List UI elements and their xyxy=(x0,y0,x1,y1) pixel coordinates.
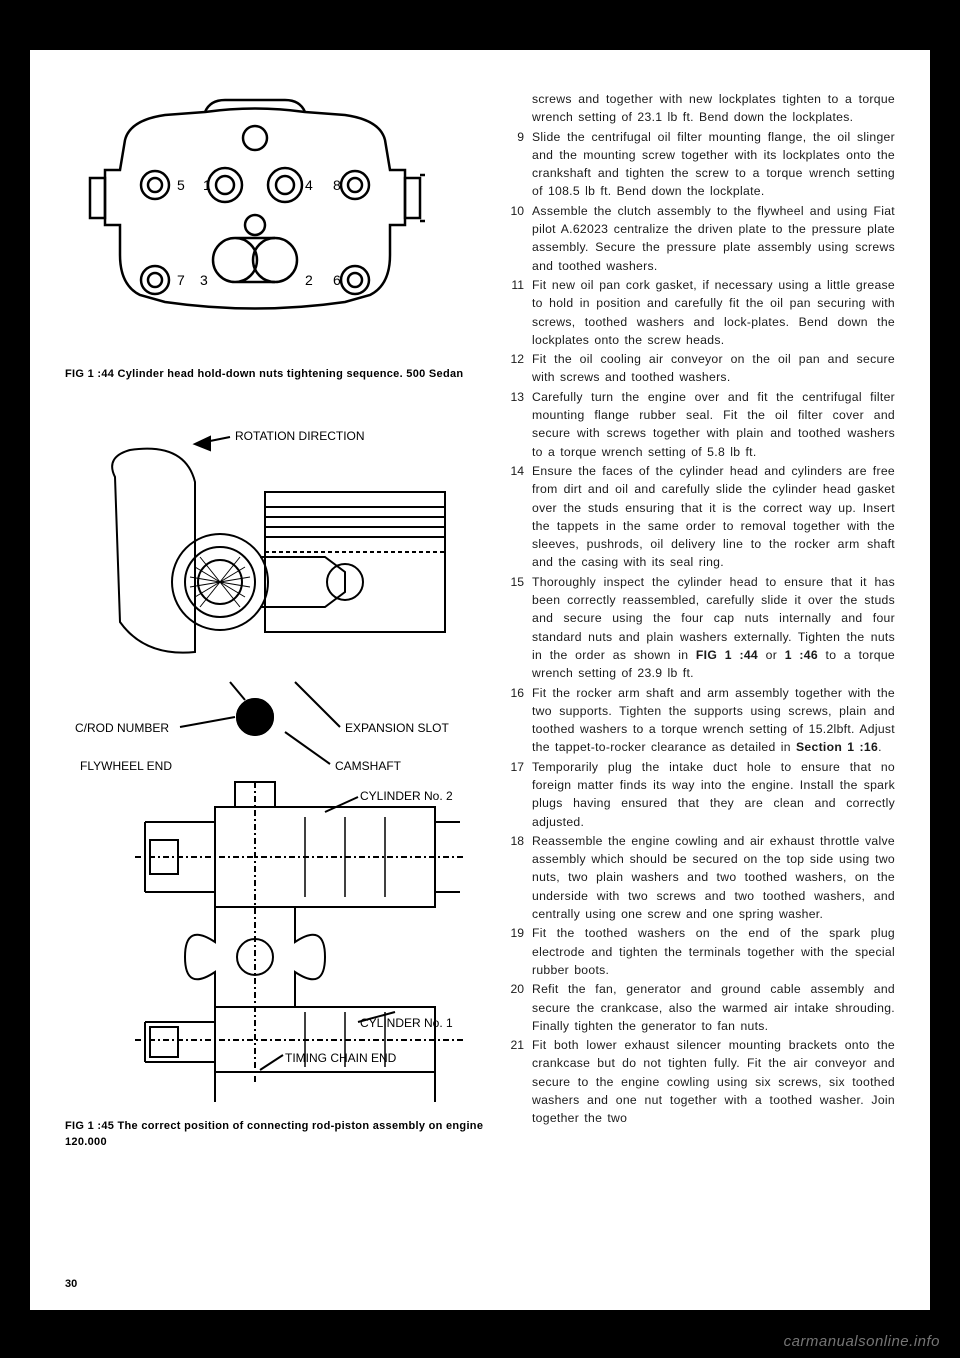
nut-label-4: 4 xyxy=(305,177,313,193)
step-9: 9 Slide the centrifugal oil filter mount… xyxy=(510,128,895,201)
column-layout: 5 1 4 8 7 3 2 6 FIG 1 :44 Cylinder head … xyxy=(65,90,895,1170)
nut-label-2: 2 xyxy=(305,272,313,288)
step-number: 18 xyxy=(510,832,532,923)
step-number: 16 xyxy=(510,684,532,757)
fig-44-caption: FIG 1 :44 Cylinder head hold-down nuts t… xyxy=(65,367,485,382)
step-number: 17 xyxy=(510,758,532,831)
step-text: Assemble the clutch assembly to the flyw… xyxy=(532,202,895,275)
right-column: screws and together with new lockplates … xyxy=(510,90,895,1170)
rotation-label: ROTATION DIRECTION xyxy=(235,429,365,443)
step-15-fig-ref2: 1 :46 xyxy=(785,648,818,662)
nut-label-6: 6 xyxy=(333,272,341,288)
left-column: 5 1 4 8 7 3 2 6 FIG 1 :44 Cylinder head … xyxy=(65,90,485,1170)
step-text: Fit the oil cooling air conveyor on the … xyxy=(532,350,895,387)
nut-label-3: 3 xyxy=(200,272,208,288)
step-text: Fit both lower exhaust silencer mounting… xyxy=(532,1036,895,1127)
step-number: 9 xyxy=(510,128,532,201)
step-number: 11 xyxy=(510,276,532,349)
timing-label: TIMING CHAIN END xyxy=(285,1051,397,1065)
step-text: Temporarily plug the intake duct hole to… xyxy=(532,758,895,831)
step-text: Reassemble the engine cowling and air ex… xyxy=(532,832,895,923)
flywheel-label: FLYWHEEL END xyxy=(80,759,172,773)
step-number: 14 xyxy=(510,462,532,572)
nut-label-7: 7 xyxy=(177,272,185,288)
step-15-fig-ref: FIG 1 :44 xyxy=(696,648,758,662)
step-text: Fit the toothed washers on the end of th… xyxy=(532,924,895,979)
step-text: Refit the fan, generator and ground cabl… xyxy=(532,980,895,1035)
camshaft-label: CAMSHAFT xyxy=(335,759,402,773)
step-15: 15 Thoroughly inspect the cylinder head … xyxy=(510,573,895,683)
step-number: 10 xyxy=(510,202,532,275)
piston-assembly-diagram: ROTATION DIRECTION C/ROD NUMBER EXPANSIO… xyxy=(65,422,485,1102)
step-21: 21 Fit both lower exhaust silencer mount… xyxy=(510,1036,895,1127)
step-number: 21 xyxy=(510,1036,532,1127)
step-text: Thoroughly inspect the cylinder head to … xyxy=(532,573,895,683)
figure-1-44: 5 1 4 8 7 3 2 6 FIG 1 :44 Cylinder head … xyxy=(65,90,485,382)
step-number: 15 xyxy=(510,573,532,683)
expansion-label: EXPANSION SLOT xyxy=(345,721,449,735)
step-text: Slide the centrifugal oil filter mountin… xyxy=(532,128,895,201)
watermark: carmanualsonline.info xyxy=(784,1333,940,1350)
step-11: 11 Fit new oil pan cork gasket, if neces… xyxy=(510,276,895,349)
figure-1-45: ROTATION DIRECTION C/ROD NUMBER EXPANSIO… xyxy=(65,422,485,1150)
step-19: 19 Fit the toothed washers on the end of… xyxy=(510,924,895,979)
step-text: Fit the rocker arm shaft and arm assembl… xyxy=(532,684,895,757)
page-number: 30 xyxy=(65,1278,77,1290)
step-16-section-ref: Section 1 :16 xyxy=(796,740,878,754)
step-number: 13 xyxy=(510,388,532,461)
cylinder-head-diagram: 5 1 4 8 7 3 2 6 xyxy=(65,90,445,350)
step-16: 16 Fit the rocker arm shaft and arm asse… xyxy=(510,684,895,757)
step-20: 20 Refit the fan, generator and ground c… xyxy=(510,980,895,1035)
step-number: 20 xyxy=(510,980,532,1035)
step-16-part-c: . xyxy=(878,740,882,754)
step-13: 13 Carefully turn the engine over and fi… xyxy=(510,388,895,461)
step-text: Fit new oil pan cork gasket, if necessar… xyxy=(532,276,895,349)
step-number: 12 xyxy=(510,350,532,387)
step-text: Ensure the faces of the cylinder head an… xyxy=(532,462,895,572)
step-17: 17 Temporarily plug the intake duct hole… xyxy=(510,758,895,831)
nut-label-1: 1 xyxy=(203,177,211,193)
step-15-part-c: or xyxy=(758,648,785,662)
step-text: Carefully turn the engine over and fit t… xyxy=(532,388,895,461)
fig-45-caption: FIG 1 :45 The correct position of connec… xyxy=(65,1119,485,1150)
step-14: 14 Ensure the faces of the cylinder head… xyxy=(510,462,895,572)
cyl2-label: CYLINDER No. 2 xyxy=(360,789,453,803)
crod-label: C/ROD NUMBER xyxy=(75,721,169,735)
nut-label-5: 5 xyxy=(177,177,185,193)
step-12: 12 Fit the oil cooling air conveyor on t… xyxy=(510,350,895,387)
step-10: 10 Assemble the clutch assembly to the f… xyxy=(510,202,895,275)
nut-label-8: 8 xyxy=(333,177,341,193)
step-18: 18 Reassemble the engine cowling and air… xyxy=(510,832,895,923)
page-container: 5 1 4 8 7 3 2 6 FIG 1 :44 Cylinder head … xyxy=(30,50,930,1310)
step-number: 19 xyxy=(510,924,532,979)
step-continuation: screws and together with new lockplates … xyxy=(510,90,895,127)
